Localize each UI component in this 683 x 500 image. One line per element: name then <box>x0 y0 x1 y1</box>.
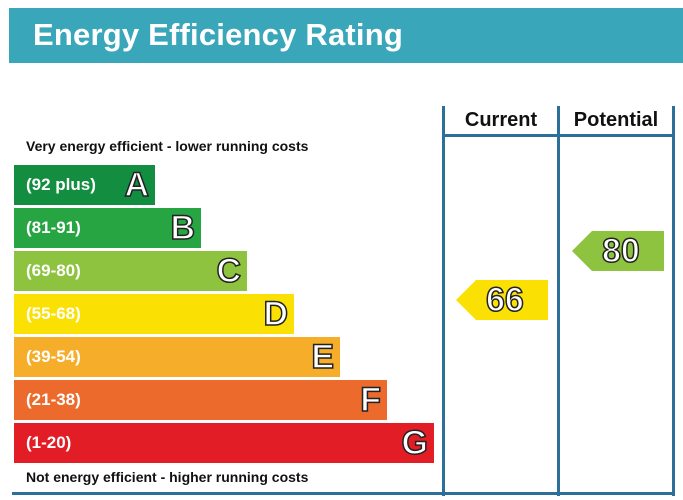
band-g: (1-20) G <box>14 423 434 463</box>
grid-line-right <box>672 106 675 496</box>
potential-arrow-polygon <box>572 231 664 271</box>
band-b-letter: B <box>170 208 196 248</box>
grid-line-bottom <box>12 492 675 495</box>
band-a-letter: A <box>124 165 150 205</box>
band-f-letter: F <box>359 380 381 420</box>
grid-line-middle <box>557 106 560 496</box>
band-d: (55-68) D <box>14 294 294 334</box>
band-e-range: (39-54) <box>26 347 81 366</box>
band-d-range: (55-68) <box>26 304 81 323</box>
potential-rating-value: 80 <box>601 231 640 271</box>
potential-arrow-shape <box>572 231 664 271</box>
column-potential-header: Potential <box>573 109 659 131</box>
potential-rating-arrow: 80 <box>572 231 664 271</box>
current-arrow-polygon <box>456 280 548 320</box>
band-f: (21-38) F <box>14 380 387 420</box>
band-e: (39-54) E <box>14 337 340 377</box>
title-bar: Energy Efficiency Rating <box>9 8 683 63</box>
column-current-header: Current <box>464 109 538 131</box>
caption-top: Very energy efficient - lower running co… <box>26 138 309 154</box>
band-c: (69-80) C <box>14 251 247 291</box>
band-f-range: (21-38) <box>26 390 81 409</box>
band-d-letter: D <box>263 294 289 334</box>
page-title: Energy Efficiency Rating <box>33 17 404 52</box>
band-e-letter: E <box>311 337 335 377</box>
band-a-range: (92 plus) <box>26 175 96 194</box>
band-c-range: (69-80) <box>26 261 81 280</box>
current-arrow-shape <box>456 280 548 320</box>
band-b: (81-91) B <box>14 208 201 248</box>
band-b-range: (81-91) <box>26 218 81 237</box>
band-g-range: (1-20) <box>26 433 72 452</box>
current-rating-value: 66 <box>485 280 524 320</box>
grid-line-header <box>442 134 675 137</box>
grid-line-left <box>442 106 445 496</box>
band-g-letter: G <box>401 423 429 463</box>
band-c-letter: C <box>216 251 242 291</box>
current-rating-arrow: 66 <box>456 280 548 320</box>
band-a: (92 plus) A <box>14 165 155 205</box>
caption-bottom: Not energy efficient - higher running co… <box>26 469 309 485</box>
